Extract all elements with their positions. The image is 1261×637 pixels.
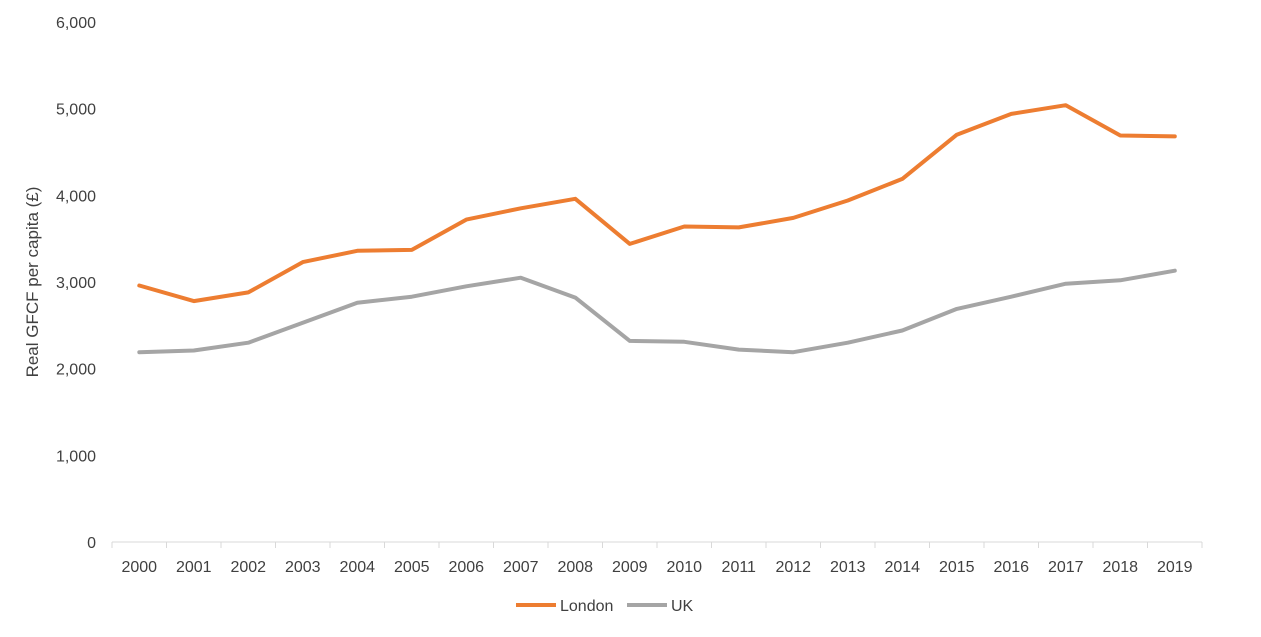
x-tick-label: 2007 — [503, 559, 539, 576]
x-tick-label: 2000 — [121, 559, 157, 576]
x-tick-label: 2005 — [394, 559, 430, 576]
x-tick-label: 2004 — [339, 559, 375, 576]
x-tick-label: 2008 — [557, 559, 593, 576]
y-tick-label: 1,000 — [56, 448, 96, 465]
x-tick-label: 2010 — [666, 559, 702, 576]
x-tick-label: 2006 — [448, 559, 484, 576]
y-tick-label: 4,000 — [56, 188, 96, 205]
series-line-uk — [137, 268, 1177, 355]
legend: London UK — [516, 598, 694, 615]
x-tick-label: 2019 — [1157, 559, 1193, 576]
x-tick-label: 2014 — [884, 559, 920, 576]
y-tick-label: 2,000 — [56, 362, 96, 379]
x-tick-label: 2017 — [1048, 559, 1084, 576]
y-axis-title: Real GFCF per capita (£) — [23, 187, 42, 378]
y-tick-label: 5,000 — [56, 102, 96, 119]
x-tick-label: 2018 — [1102, 559, 1138, 576]
x-axis-ticks: 2000 2001 2002 2003 2004 2005 2006 2007 2008 2009… — [111, 542, 1203, 576]
x-tick-label: 2013 — [830, 559, 866, 576]
x-tick-label: 2016 — [993, 559, 1029, 576]
series-group — [137, 103, 1177, 355]
y-tick-label: 0 — [87, 535, 96, 552]
x-tick-label: 2009 — [612, 559, 648, 576]
y-tick-label: 3,000 — [56, 275, 96, 292]
x-tick-label: 2011 — [722, 559, 757, 576]
x-tick-label: 2015 — [939, 559, 975, 576]
x-tick-label: 2012 — [775, 559, 811, 576]
x-tick-label: 2001 — [176, 559, 212, 576]
legend-label-london: London — [560, 598, 613, 615]
x-tick-label: 2003 — [285, 559, 321, 576]
x-tick-label: 2002 — [230, 559, 266, 576]
legend-label-uk: UK — [671, 598, 694, 615]
y-tick-label: 6,000 — [56, 15, 96, 32]
series-line-london — [137, 103, 1177, 304]
y-axis-ticks: 0 1,000 2,000 3,000 4,000 5,000 6,000 — [56, 15, 96, 552]
